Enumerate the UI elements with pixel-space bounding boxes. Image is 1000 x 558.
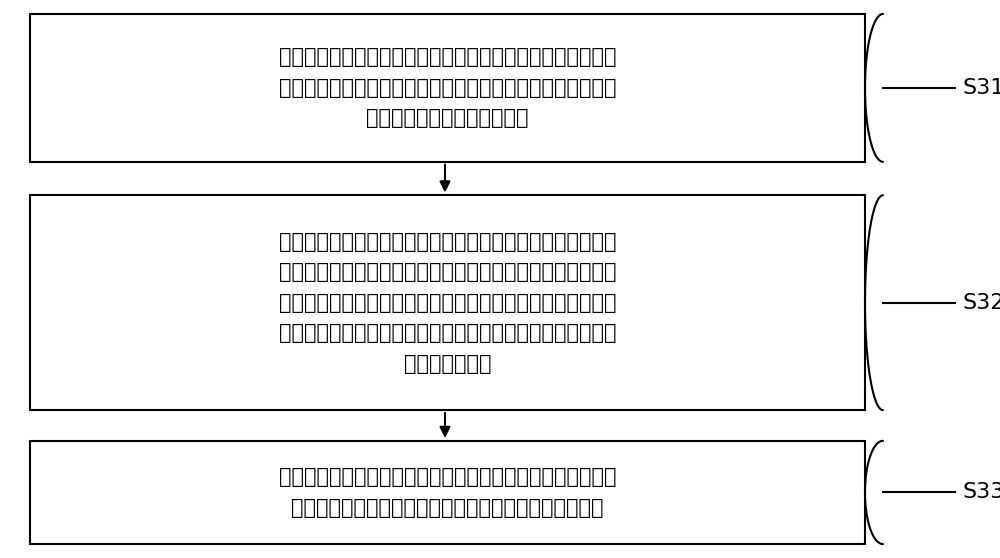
FancyBboxPatch shape <box>30 441 865 544</box>
Text: S330: S330 <box>963 483 1000 502</box>
FancyBboxPatch shape <box>30 14 865 162</box>
Text: 根据第一量子比特的测量频率、候选第一变量参数、候选第一
磁通串扰强度以及第一待求解目标函数确定第一变量参数和第
一磁通串扰强度；其中，第一变量参数为第一待求解目: 根据第一量子比特的测量频率、候选第一变量参数、候选第一 磁通串扰强度以及第一待求… <box>279 232 616 373</box>
Text: 将第一磁通量和第二磁通量输入目标函数，得到包括磁通串扰
矩阵中对角元的第一待求解目标函数和包括磁通串扰矩阵中非
对角元的第二待求解目标函数: 将第一磁通量和第二磁通量输入目标函数，得到包括磁通串扰 矩阵中对角元的第一待求解… <box>279 47 616 128</box>
Text: 根据第二量子比特的测量频率、第一变量参数、候选第二磁通
串扰强度以及第二待求解目标函数确定第二磁通串扰强度: 根据第二量子比特的测量频率、第一变量参数、候选第二磁通 串扰强度以及第二待求解目… <box>279 467 616 518</box>
Text: S310: S310 <box>963 78 1000 98</box>
FancyBboxPatch shape <box>30 195 865 410</box>
Text: S320: S320 <box>963 293 1000 312</box>
